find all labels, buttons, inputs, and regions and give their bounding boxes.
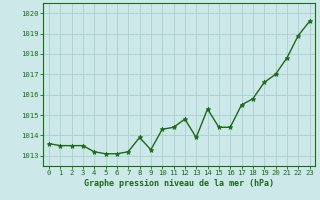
X-axis label: Graphe pression niveau de la mer (hPa): Graphe pression niveau de la mer (hPa) (84, 179, 274, 188)
